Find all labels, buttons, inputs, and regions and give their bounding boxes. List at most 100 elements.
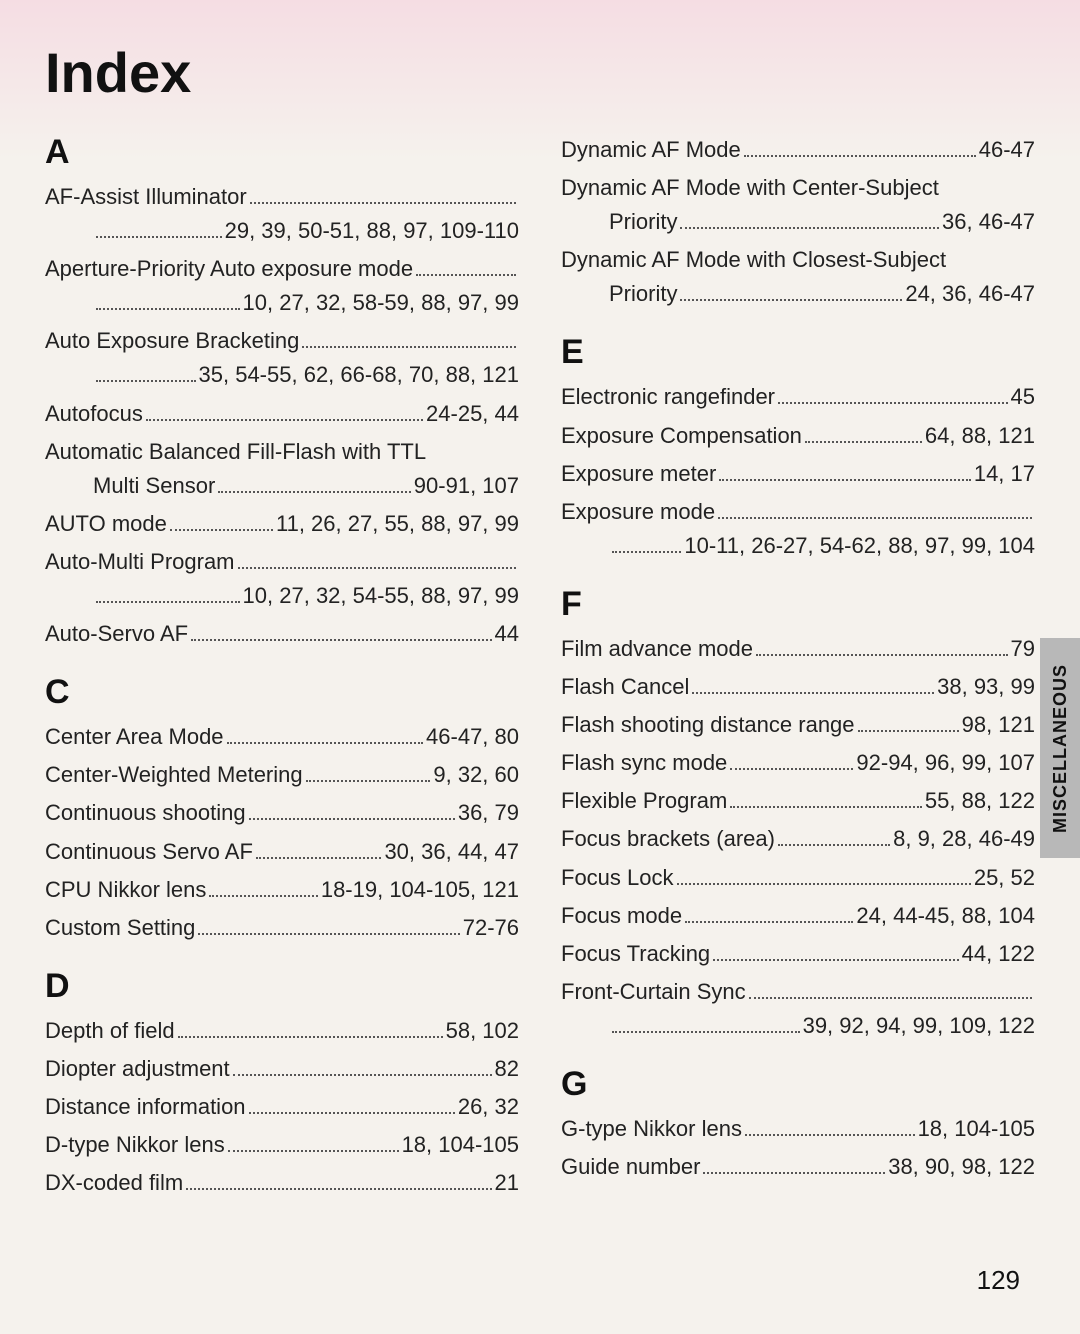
index-entry-line: DX-coded film21 xyxy=(45,1166,519,1200)
index-entry: D-type Nikkor lens18, 104-105 xyxy=(45,1128,519,1162)
index-entry-line: Aperture-Priority Auto exposure mode xyxy=(45,252,519,286)
index-term: Auto-Multi Program xyxy=(45,545,235,579)
leader-dots xyxy=(96,236,222,238)
index-term: Focus mode xyxy=(561,899,682,933)
leader-dots xyxy=(96,308,240,310)
index-entry-line: Dynamic AF Mode46-47 xyxy=(561,133,1035,167)
index-entry-line: Film advance mode79 xyxy=(561,632,1035,666)
leader-dots xyxy=(178,1036,443,1038)
index-entry-line: Priority24, 36, 46-47 xyxy=(561,277,1035,311)
index-entry: Auto-Multi Program10, 27, 32, 54-55, 88,… xyxy=(45,545,519,613)
index-entry-line: Flash shooting distance range98, 121 xyxy=(561,708,1035,742)
index-entry-line: AUTO mode 11, 26, 27, 55, 88, 97, 99 xyxy=(45,507,519,541)
index-entry-line: Diopter adjustment82 xyxy=(45,1052,519,1086)
index-term: Flash shooting distance range xyxy=(561,708,855,742)
leader-dots xyxy=(218,491,411,493)
index-term: Auto Exposure Bracketing xyxy=(45,324,299,358)
index-entry: AF-Assist Illuminator29, 39, 50-51, 88, … xyxy=(45,180,519,248)
index-term: Flash sync mode xyxy=(561,746,727,780)
index-pages: 46-47 xyxy=(979,133,1035,167)
leader-dots xyxy=(744,155,976,157)
index-entry-line: Focus Lock25, 52 xyxy=(561,861,1035,895)
index-pages: 92-94, 96, 99, 107 xyxy=(856,746,1035,780)
index-pages: 45 xyxy=(1011,380,1035,414)
index-entry: Autofocus24-25, 44 xyxy=(45,397,519,431)
index-term: Guide number xyxy=(561,1150,700,1184)
index-entry-line: 10, 27, 32, 54-55, 88, 97, 99 xyxy=(45,579,519,613)
index-term: AF-Assist Illuminator xyxy=(45,180,247,214)
index-entry: Electronic rangefinder45 xyxy=(561,380,1035,414)
index-entry-line: Continuous Servo AF30, 36, 44, 47 xyxy=(45,835,519,869)
leader-dots xyxy=(96,601,240,603)
index-term: Center-Weighted Metering xyxy=(45,758,303,792)
index-pages: 8, 9, 28, 46-49 xyxy=(893,822,1035,856)
index-entry-line: Continuous shooting36, 79 xyxy=(45,796,519,830)
leader-dots xyxy=(778,844,890,846)
leader-dots xyxy=(730,768,853,770)
index-term: Flexible Program xyxy=(561,784,727,818)
leader-dots xyxy=(756,654,1008,656)
index-entry: Center-Weighted Metering 9, 32, 60 xyxy=(45,758,519,792)
index-entry-line: Auto Exposure Bracketing xyxy=(45,324,519,358)
index-term: Priority xyxy=(609,277,677,311)
leader-dots xyxy=(306,780,431,782)
index-entry-line: Center-Weighted Metering 9, 32, 60 xyxy=(45,758,519,792)
index-pages: 79 xyxy=(1011,632,1035,666)
index-pages: 11, 26, 27, 55, 88, 97, 99 xyxy=(276,507,519,541)
index-entry-line: Flexible Program 55, 88, 122 xyxy=(561,784,1035,818)
index-entry: Auto-Servo AF44 xyxy=(45,617,519,651)
index-term: Autofocus xyxy=(45,397,143,431)
index-entry: Dynamic AF Mode with Center-SubjectPrior… xyxy=(561,171,1035,239)
leader-dots xyxy=(198,933,459,935)
index-columns: A AF-Assist Illuminator29, 39, 50-51, 88,… xyxy=(45,133,1035,1204)
index-term: Automatic Balanced Fill-Flash with TTL xyxy=(45,435,426,469)
leader-dots xyxy=(612,551,681,553)
index-term: Flash Cancel xyxy=(561,670,689,704)
index-term: AUTO mode xyxy=(45,507,167,541)
index-entry: Flash Cancel 38, 93, 99 xyxy=(561,670,1035,704)
leader-dots xyxy=(745,1134,915,1136)
index-entry-line: 10, 27, 32, 58-59, 88, 97, 99 xyxy=(45,286,519,320)
leader-dots xyxy=(191,639,491,641)
leader-dots xyxy=(227,742,423,744)
leader-dots xyxy=(416,274,516,276)
index-entry: Film advance mode79 xyxy=(561,632,1035,666)
index-entry: Continuous shooting36, 79 xyxy=(45,796,519,830)
index-term: Custom Setting xyxy=(45,911,195,945)
leader-dots xyxy=(146,419,423,421)
index-pages: 36, 79 xyxy=(458,796,519,830)
leader-dots xyxy=(233,1074,492,1076)
index-pages: 38, 90, 98, 122 xyxy=(888,1150,1035,1184)
index-entry: Continuous Servo AF30, 36, 44, 47 xyxy=(45,835,519,869)
index-pages: 10, 27, 32, 58-59, 88, 97, 99 xyxy=(243,286,519,320)
index-pages: 58, 102 xyxy=(446,1014,519,1048)
index-pages: 9, 32, 60 xyxy=(433,758,519,792)
page-number: 129 xyxy=(977,1265,1020,1296)
index-pages: 18, 104-105 xyxy=(918,1112,1035,1146)
leader-dots xyxy=(249,818,455,820)
index-pages: 35, 54-55, 62, 66-68, 70, 88, 121 xyxy=(199,358,519,392)
index-letter: C xyxy=(45,673,519,712)
index-pages: 14, 17 xyxy=(974,457,1035,491)
index-letter: A xyxy=(45,133,519,172)
index-pages: 55, 88, 122 xyxy=(925,784,1035,818)
index-entry: DX-coded film21 xyxy=(45,1166,519,1200)
index-entry: Focus Lock25, 52 xyxy=(561,861,1035,895)
index-pages: 38, 93, 99 xyxy=(937,670,1035,704)
index-term: Auto-Servo AF xyxy=(45,617,188,651)
page-content: Index AAF-Assist Illuminator29, 39, 50-5… xyxy=(0,0,1080,1224)
leader-dots xyxy=(703,1172,885,1174)
index-pages: 90-91, 107 xyxy=(414,469,519,503)
index-pages: 25, 52 xyxy=(974,861,1035,895)
index-term: DX-coded film xyxy=(45,1166,183,1200)
index-entry-line: Focus brackets (area)8, 9, 28, 46-49 xyxy=(561,822,1035,856)
index-entry-line: Center Area Mode46-47, 80 xyxy=(45,720,519,754)
index-pages: 18, 104-105 xyxy=(402,1128,519,1162)
index-term: Multi Sensor xyxy=(93,469,215,503)
leader-dots xyxy=(249,1112,455,1114)
index-entry-line: AF-Assist Illuminator xyxy=(45,180,519,214)
index-entry-line: Flash sync mode 92-94, 96, 99, 107 xyxy=(561,746,1035,780)
index-entry: Depth of field58, 102 xyxy=(45,1014,519,1048)
index-entry: Aperture-Priority Auto exposure mode10, … xyxy=(45,252,519,320)
leader-dots xyxy=(238,567,516,569)
